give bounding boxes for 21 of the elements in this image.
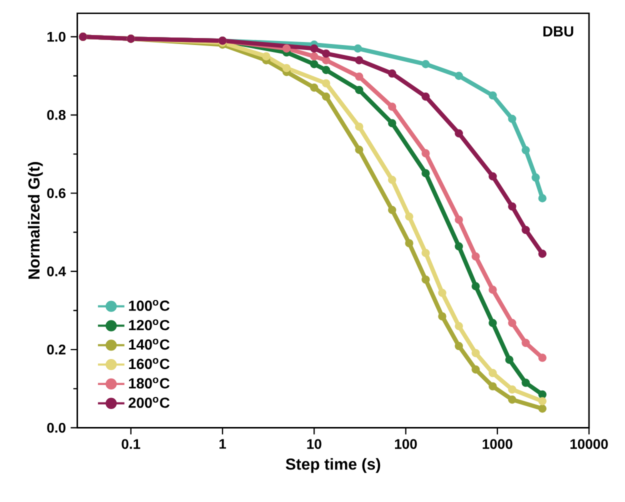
legend-label: 140$^{o}$C <box>129 338 170 350</box>
legend-label: 120$^{o}$C <box>129 319 170 330</box>
x-tick-label: 10000 <box>570 438 608 449</box>
y-tick-label: 0.4 <box>47 266 66 276</box>
legend-label: 160$^{o}$C <box>129 358 170 369</box>
legend-label: 100$^{o}$C <box>129 300 170 311</box>
legend-label: 180$^{o}$C <box>129 377 170 388</box>
y-tick-label: 0.8 <box>47 110 66 120</box>
annotation: DBU <box>543 26 574 36</box>
y-tick-label: 0.0 <box>47 422 66 433</box>
x-tick-label: 10 <box>307 438 322 449</box>
x-tick-label: 1000 <box>482 438 512 449</box>
y-tick-label: 0.2 <box>47 344 66 354</box>
legend-label: 200$^{o}$C <box>128 396 170 408</box>
x-tick-label: 1 <box>220 438 226 448</box>
y-tick-label: 0.6 <box>47 188 66 198</box>
y-axis-title: Normalized G(t) <box>28 162 43 279</box>
x-tick-label: 0.1 <box>122 438 140 449</box>
x-axis-title: Step time (s) <box>286 458 380 473</box>
y-tick-label: 1.0 <box>48 32 66 42</box>
x-tick-label: 100 <box>395 438 417 449</box>
